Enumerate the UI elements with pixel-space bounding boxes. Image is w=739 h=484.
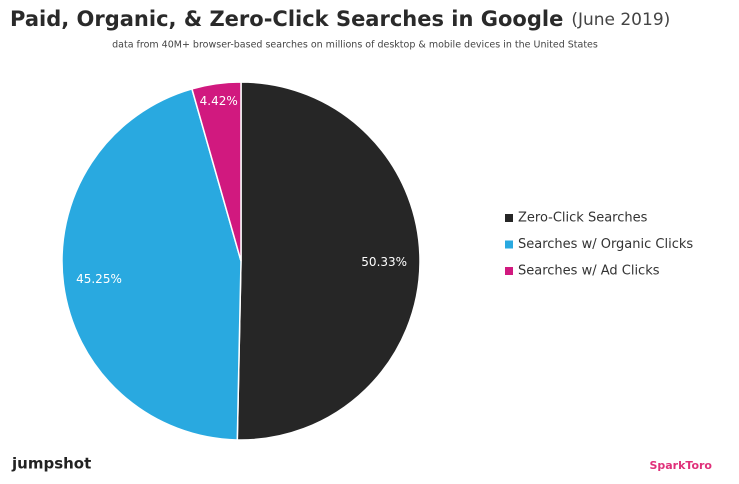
pie-slice (61, 87, 242, 441)
legend-label: Searches w/ Ad Clicks (518, 264, 660, 279)
pie-slice (190, 81, 242, 262)
title-note: (June 2019) (571, 10, 670, 30)
slice-label: 50.33% (361, 255, 407, 269)
subtitle: data from 40M+ browser-based searches on… (112, 40, 598, 51)
legend-swatch (505, 267, 513, 275)
chart-title: Paid, Organic, & Zero-Click Searches in … (10, 7, 670, 31)
legend-swatch (505, 214, 513, 222)
title-main: Paid, Organic, & Zero-Click Searches in … (10, 7, 563, 31)
brand-left: jumpshot (11, 455, 91, 473)
legend-label: Zero-Click Searches (518, 211, 648, 226)
brand-right: SparkToro (649, 459, 712, 472)
slice-label: 45.25% (76, 272, 122, 286)
legend-label: Searches w/ Organic Clicks (518, 237, 693, 252)
legend-swatch (505, 240, 513, 249)
pie-slice (236, 81, 421, 441)
slice-label: 4.42% (200, 94, 238, 108)
